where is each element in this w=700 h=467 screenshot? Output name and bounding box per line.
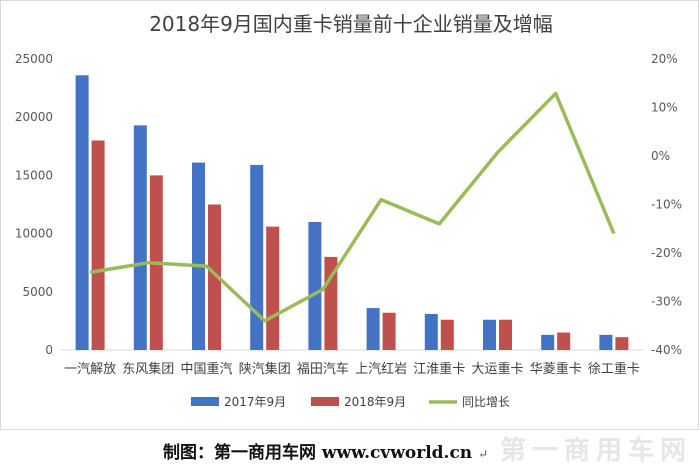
- bar: [382, 312, 396, 350]
- y-left-tick-label: 5000: [22, 285, 53, 299]
- bar: [250, 164, 264, 350]
- chart-title: 2018年9月国内重卡销量前十企业销量及增幅: [149, 12, 553, 36]
- y-right-tick-label: 0%: [651, 149, 670, 163]
- combo-chart: 2018年9月国内重卡销量前十企业销量及增幅 0 5000 10000 15000 20…: [15, 12, 682, 409]
- category-labels: 一汽解放 东风集团 中国重汽 陕汽集团 福田汽车 上汽红岩 江淮重卡 大运重卡 华菱重卡 徐工重卡: [64, 361, 640, 377]
- axes: 0 5000 10000 15000 20000 25000 -40% -30% -20% -10…: [15, 52, 682, 357]
- legend-label: 2017年9月: [224, 395, 286, 409]
- bar: [499, 319, 512, 350]
- category-label: 江淮重卡: [413, 361, 465, 377]
- legend-label: 同比增长: [462, 395, 510, 409]
- bar: [557, 332, 571, 350]
- category-label: 一汽解放: [64, 362, 116, 377]
- y-right-tick-label: -30%: [651, 295, 682, 309]
- category-label: 中国重汽: [180, 361, 232, 377]
- bar: [266, 226, 280, 350]
- legend-swatch: [191, 397, 219, 406]
- category-label: 陕汽集团: [239, 361, 291, 377]
- bar: [366, 308, 380, 350]
- credit-text: 制图：第一商用车网 www.cvworld.cn: [163, 443, 473, 463]
- bar: [599, 334, 613, 350]
- bar: [133, 125, 147, 351]
- bar: [615, 337, 629, 350]
- y-right-tick-label: 20%: [651, 52, 678, 66]
- chart-frame: 2018年9月国内重卡销量前十企业销量及增幅 0 5000 10000 15000 20…: [0, 0, 699, 430]
- y-right-tick-label: -20%: [651, 246, 682, 260]
- category-label: 徐工重卡: [588, 361, 640, 377]
- return-icon: ↵: [478, 447, 489, 461]
- category-label: 上汽红岩: [355, 361, 407, 377]
- watermark-logo: 第一商用车网: [499, 436, 692, 466]
- bar: [192, 162, 205, 350]
- growth-line: [89, 91, 616, 323]
- bar: [91, 140, 105, 350]
- bar: [483, 319, 496, 350]
- y-right-tick-label: 10%: [651, 101, 678, 115]
- y-left-tick-label: 15000: [15, 168, 53, 182]
- y-left-tick-label: 25000: [15, 52, 53, 66]
- y-right-tick-label: -40%: [651, 343, 682, 357]
- y-left-tick-label: 10000: [15, 227, 53, 241]
- bar: [308, 221, 322, 350]
- category-label: 华菱重卡: [530, 361, 582, 377]
- y-right-tick-label: -10%: [651, 198, 682, 212]
- y-left-tick-label: 20000: [15, 110, 53, 124]
- category-label: 福田汽车: [297, 361, 349, 377]
- category-label: 大运重卡: [471, 361, 523, 377]
- credit-bar: 制图：第一商用车网 www.cvworld.cn ↵: [0, 432, 700, 466]
- category-label: 东风集团: [122, 361, 174, 377]
- legend: 2017年9月 2018年9月 同比增长: [191, 395, 510, 409]
- bar: [440, 319, 454, 350]
- bar: [75, 75, 89, 351]
- bars: [75, 75, 629, 351]
- legend-label: 2018年9月: [344, 395, 406, 409]
- legend-swatch: [311, 397, 339, 406]
- bar: [208, 204, 221, 350]
- growth-line-path: [89, 91, 616, 323]
- bar: [541, 334, 555, 350]
- y-left-tick-label: 0: [45, 343, 53, 357]
- bar: [424, 313, 438, 350]
